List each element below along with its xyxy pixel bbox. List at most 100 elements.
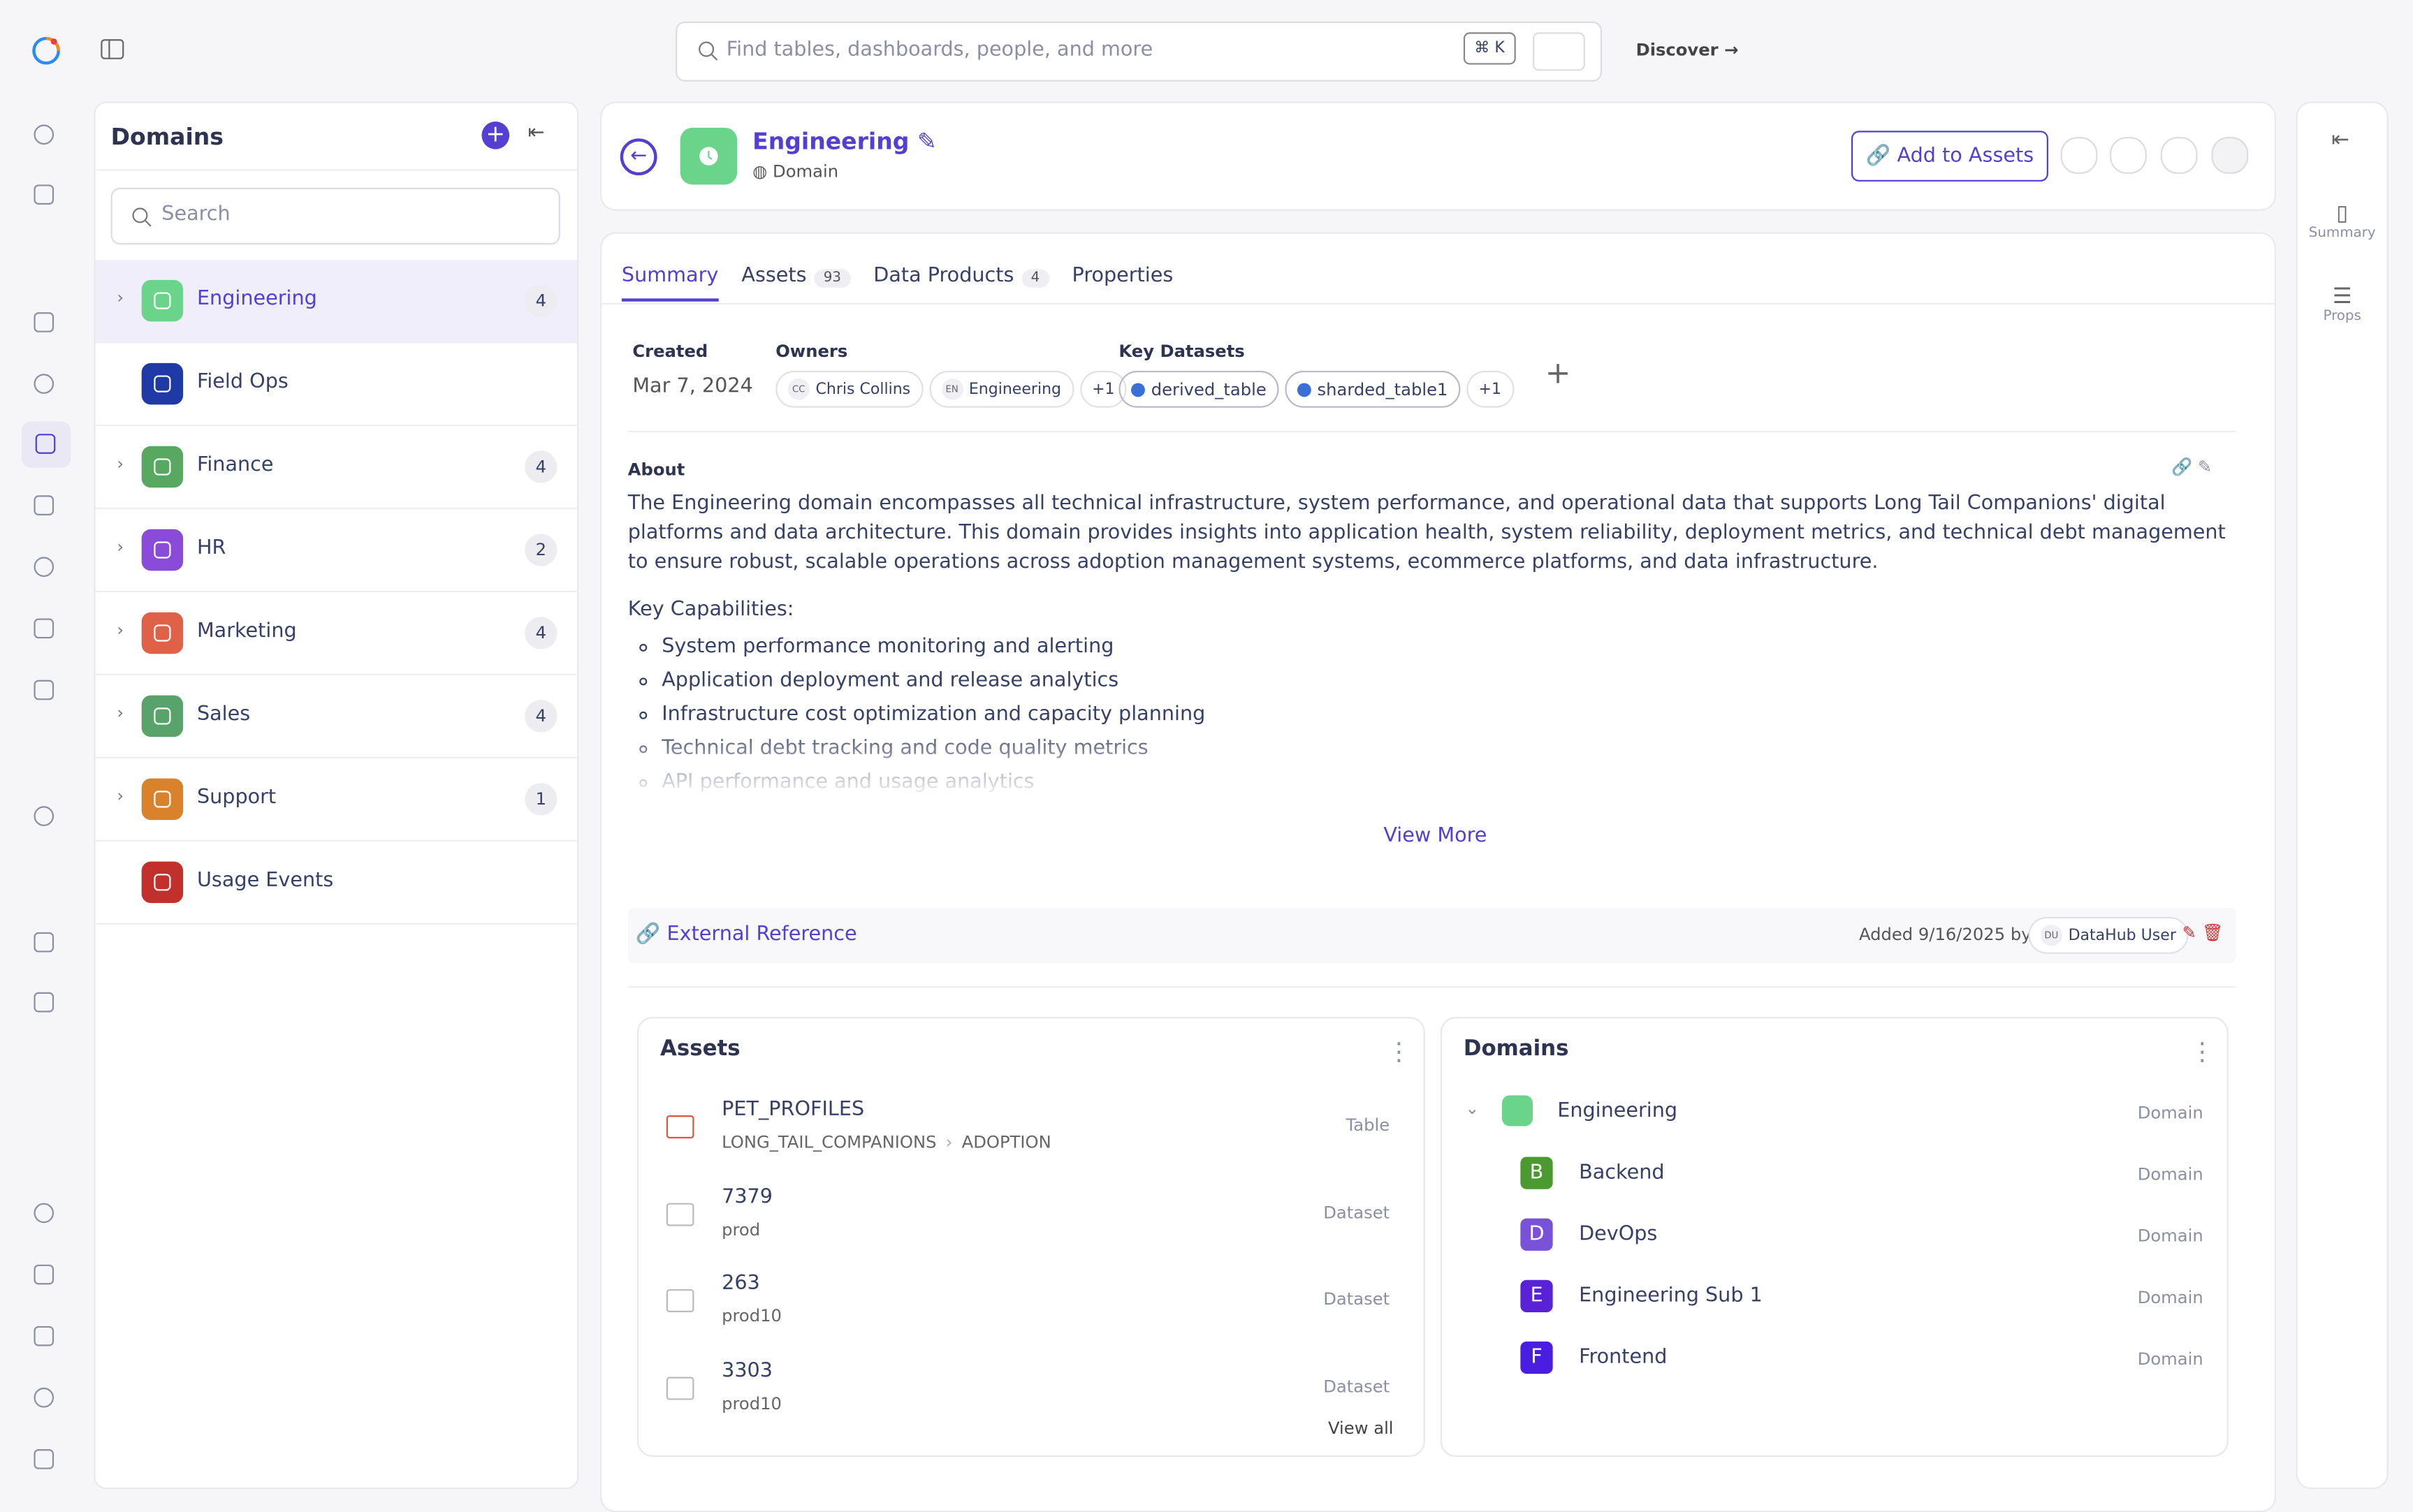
expand-caret: › (117, 287, 124, 308)
asset-row[interactable]: 263 prod10 Dataset (639, 1269, 1423, 1356)
nav-icon[interactable] (32, 555, 57, 580)
subdomain-row[interactable]: E Engineering Sub 1 Domain (1442, 1279, 2226, 1342)
domains-menu[interactable]: ⋮ (2189, 1036, 2215, 1066)
tab[interactable]: Data Products 4 (873, 265, 1049, 302)
domain-item[interactable]: › Finance 4 (95, 426, 578, 510)
nav-icon[interactable] (32, 183, 57, 207)
datasets: derived_table sharded_table1 +1 (1118, 370, 1519, 408)
nav-icon[interactable] (32, 1448, 57, 1472)
add-domain[interactable]: + (481, 121, 510, 149)
tab[interactable]: Properties (1072, 265, 1174, 302)
domain-name: Usage Events (196, 869, 334, 893)
sidebar-toggle[interactable] (100, 38, 124, 60)
dataset-icon (1297, 382, 1311, 397)
domain-count: 4 (525, 617, 557, 649)
domain-item[interactable]: Usage Events (95, 842, 578, 925)
nav-icon[interactable] (32, 1201, 57, 1226)
search-placeholder: Find tables, dashboards, people, and mor… (726, 38, 1153, 62)
nav-icon[interactable] (32, 123, 57, 147)
domain-item[interactable]: › HR 2 (95, 509, 578, 593)
filter-button[interactable] (1532, 32, 1585, 71)
domain-item[interactable]: › Engineering 4 (95, 260, 578, 344)
domains-title: Domains (1463, 1036, 1569, 1062)
sidebar-search[interactable]: Search (110, 187, 560, 245)
back-button[interactable]: ← (620, 138, 657, 176)
folder-button[interactable] (2060, 137, 2098, 174)
external-reference: 🔗 External Reference Added 9/16/2025 by … (627, 907, 2236, 963)
nav-glyph (34, 1387, 54, 1408)
domain-icon (141, 279, 184, 322)
domain-glyph (154, 375, 171, 392)
nav-icon[interactable] (32, 805, 57, 829)
collapse-sidebar[interactable]: ⇤ (527, 122, 545, 145)
owner-name: Chris Collins (815, 381, 911, 398)
subdomain-row[interactable]: F Frontend Domain (1442, 1341, 2226, 1403)
assets-menu[interactable]: ⋮ (1386, 1036, 1411, 1066)
entity-header: ← Engineering ✎ ◍ Domain 🔗 Add to Assets (600, 101, 2276, 211)
notify-button[interactable] (2110, 137, 2147, 174)
nav-icon[interactable] (32, 1386, 57, 1411)
domain-item[interactable]: › Marketing 4 (95, 592, 578, 676)
owner-chip[interactable]: EN Engineering (928, 370, 1074, 408)
domain-glyph (154, 791, 171, 808)
asset-name: 263 (722, 1272, 760, 1296)
search-icon (132, 207, 152, 227)
owner-name: Engineering (968, 381, 1062, 398)
nav-icon[interactable] (32, 678, 57, 703)
domain-item[interactable]: Field Ops (95, 343, 578, 427)
dataset-chip[interactable]: sharded_table1 (1285, 370, 1461, 408)
shortcut: ⌘ K (1463, 32, 1516, 65)
domain-icon (141, 861, 184, 904)
capabilities-list: System performance monitoring and alerti… (628, 631, 1205, 800)
share-button[interactable] (2160, 137, 2198, 174)
nav-icon[interactable] (32, 617, 57, 641)
domain-count: 4 (525, 284, 557, 317)
divider (95, 169, 578, 171)
domain-icon (680, 127, 738, 185)
dataset-chip[interactable]: derived_table (1118, 370, 1279, 408)
domain-item[interactable]: › Support 1 (95, 758, 578, 842)
nav-glyph (34, 1203, 54, 1224)
view-all[interactable]: View all (1328, 1418, 1394, 1439)
global-search[interactable]: Find tables, dashboards, people, and mor… (676, 21, 1603, 82)
discover-link[interactable]: Discover → (1635, 40, 1739, 60)
view-more[interactable]: View More (1383, 824, 1487, 848)
domain-icon (141, 778, 184, 821)
domain-name: Finance (196, 453, 274, 477)
expand-caret[interactable]: ⌄ (1465, 1098, 1480, 1119)
nav-icon[interactable] (32, 931, 57, 955)
nav-glyph (34, 1449, 54, 1469)
nav-icon[interactable] (32, 991, 57, 1015)
asset-row[interactable]: PET_PROFILES LONG_TAIL_COMPANIONS › ADOPTIO… (639, 1095, 1423, 1182)
reference-actions[interactable]: ✎ 🗑 (2182, 923, 2224, 944)
subdomain-row[interactable]: D DevOps Domain (1442, 1218, 2226, 1280)
domain-item[interactable]: › Sales 4 (95, 675, 578, 758)
nav-icon[interactable] (32, 1325, 57, 1349)
nav-icon[interactable] (32, 494, 57, 518)
nav-icon[interactable] (32, 311, 57, 335)
asset-row[interactable]: 7379 prod Dataset (639, 1182, 1423, 1269)
add-to-assets[interactable]: 🔗 Add to Assets (1851, 131, 2048, 182)
root-type: Domain (2137, 1103, 2203, 1124)
props-tab[interactable]: ☰ Props (2298, 285, 2387, 325)
asset-sub: prod10 (722, 1393, 782, 1414)
nav-icon[interactable] (32, 1263, 57, 1287)
nav-icon[interactable] (32, 372, 57, 397)
owners-more[interactable]: +1 (1079, 370, 1128, 408)
tab[interactable]: Summary (621, 265, 719, 302)
owner-initials: CC (787, 378, 810, 400)
tab[interactable]: Assets 93 (741, 265, 851, 302)
asset-icon (666, 1289, 694, 1312)
owner-chip[interactable]: CC Chris Collins (775, 370, 923, 408)
add-dataset[interactable]: + (1545, 353, 1571, 391)
asset-row[interactable]: 3303 prod10 Dataset (639, 1356, 1423, 1443)
nav-icon[interactable] (21, 421, 71, 468)
summary-tab[interactable]: ▯ Summary (2298, 202, 2387, 242)
collapse-panel[interactable]: ⇤ (2331, 127, 2350, 153)
datasets-more[interactable]: +1 (1466, 370, 1514, 408)
subdomain-row[interactable]: B Backend Domain (1442, 1157, 2226, 1219)
about-actions[interactable]: 🔗 ✎ (2171, 457, 2212, 477)
external-link[interactable]: 🔗 External Reference (635, 923, 857, 946)
tab-label: Data Products (873, 264, 1014, 288)
delete-button[interactable] (2211, 137, 2249, 174)
